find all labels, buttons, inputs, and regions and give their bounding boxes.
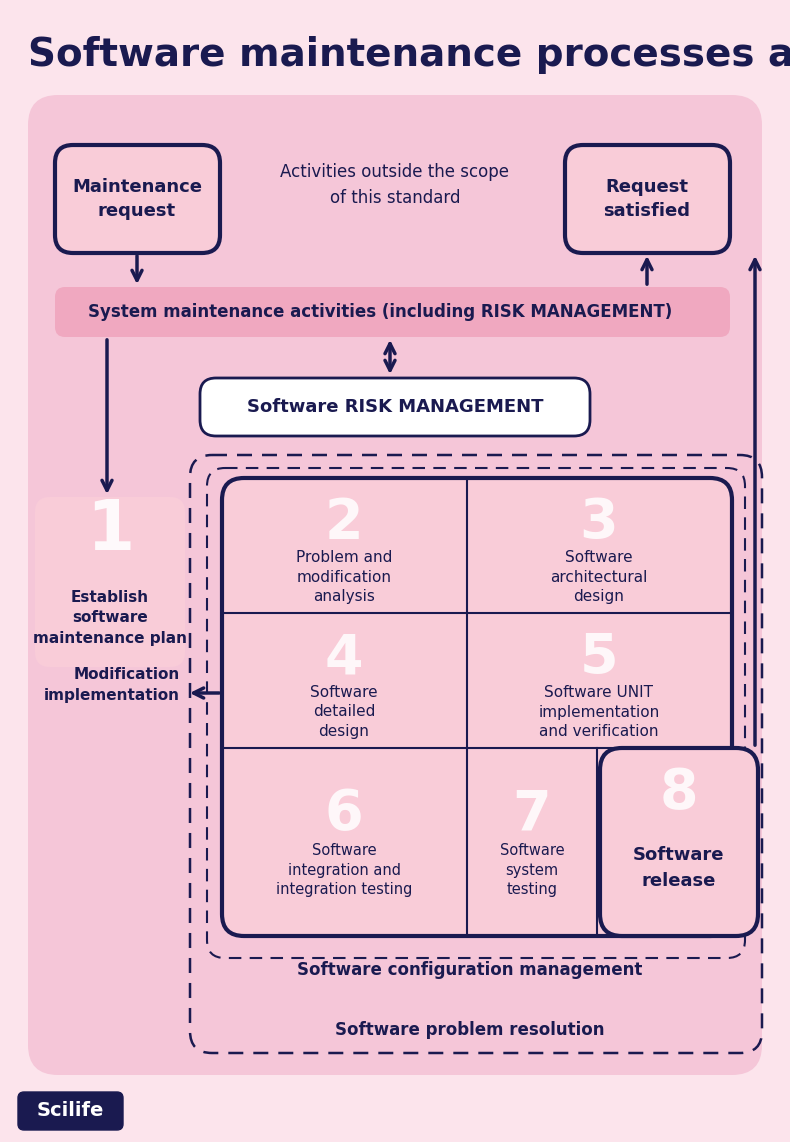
Text: Software maintenance processes and activities: Software maintenance processes and activ…	[28, 37, 790, 74]
Text: Problem and
modification
analysis: Problem and modification analysis	[295, 549, 392, 604]
Text: Software
architectural
design: Software architectural design	[551, 549, 648, 604]
FancyBboxPatch shape	[200, 378, 590, 436]
Text: 2: 2	[325, 496, 363, 550]
Text: Establish
software
maintenance plan: Establish software maintenance plan	[33, 589, 187, 646]
Text: 3: 3	[580, 496, 619, 550]
FancyBboxPatch shape	[55, 287, 730, 337]
Text: System maintenance activities (including RISK MANAGEMENT): System maintenance activities (including…	[88, 303, 672, 321]
FancyBboxPatch shape	[565, 145, 730, 254]
Text: Software
release: Software release	[634, 846, 724, 890]
Text: Request
satisfied: Request satisfied	[604, 177, 690, 220]
Text: 6: 6	[325, 787, 363, 841]
Text: Modification
implementation: Modification implementation	[44, 667, 180, 703]
FancyBboxPatch shape	[28, 95, 762, 1075]
Text: 7: 7	[513, 787, 551, 841]
FancyBboxPatch shape	[222, 478, 732, 936]
Text: Software
detailed
design: Software detailed design	[310, 685, 378, 739]
FancyBboxPatch shape	[600, 748, 758, 936]
Text: Software problem resolution: Software problem resolution	[335, 1021, 605, 1039]
FancyBboxPatch shape	[18, 1092, 123, 1129]
FancyBboxPatch shape	[35, 497, 185, 667]
Text: Software
system
testing: Software system testing	[500, 843, 564, 898]
Text: Activities outside the scope
of this standard: Activities outside the scope of this sta…	[280, 163, 510, 207]
FancyBboxPatch shape	[55, 145, 220, 254]
Text: 4: 4	[325, 632, 363, 685]
Text: Maintenance
request: Maintenance request	[72, 177, 202, 220]
Text: 5: 5	[580, 632, 619, 685]
Text: Scilife: Scilife	[36, 1102, 103, 1120]
Text: 1: 1	[86, 497, 134, 563]
Text: Software RISK MANAGEMENT: Software RISK MANAGEMENT	[246, 399, 544, 416]
Text: Software
integration and
integration testing: Software integration and integration tes…	[276, 843, 412, 898]
Text: 8: 8	[660, 766, 698, 820]
Text: Software configuration management: Software configuration management	[297, 962, 643, 979]
Text: Software UNIT
implementation
and verification: Software UNIT implementation and verific…	[538, 685, 660, 739]
